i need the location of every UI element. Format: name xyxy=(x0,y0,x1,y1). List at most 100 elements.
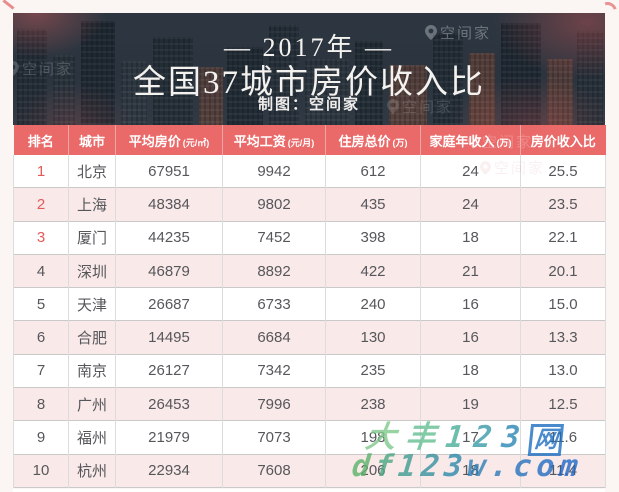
rank-cell: 1 xyxy=(13,155,69,188)
location-pin-icon xyxy=(13,61,19,76)
column-header: 家庭年收入 (万) xyxy=(420,125,521,155)
value-cell: 24 xyxy=(420,187,521,222)
value-cell: 7452 xyxy=(222,220,326,255)
value-cell: 16 xyxy=(420,320,521,355)
location-pin-icon xyxy=(387,99,399,114)
value-cell: 20.1 xyxy=(520,253,606,288)
brand-watermark: 空间家 xyxy=(425,22,491,43)
value-cell: 14495 xyxy=(115,320,223,355)
value-cell: 17 xyxy=(420,420,521,455)
city-cell: 厦门 xyxy=(68,220,116,255)
value-cell: 26453 xyxy=(115,387,223,421)
value-cell: 398 xyxy=(325,220,421,255)
rank-cell: 3 xyxy=(13,220,69,255)
location-pin-icon xyxy=(425,25,437,40)
value-cell: 240 xyxy=(325,287,421,321)
city-cell: 福州 xyxy=(68,420,116,455)
value-cell: 23.5 xyxy=(520,187,606,222)
value-cell: 12.5 xyxy=(520,387,606,421)
brand-watermark-text: 空间家 xyxy=(22,61,74,78)
value-cell: 22934 xyxy=(115,453,223,488)
value-cell: 7073 xyxy=(222,420,326,455)
value-cell: 18 xyxy=(420,453,521,488)
city-cell: 南京 xyxy=(68,353,116,388)
site-watermark-line2: df123w.com xyxy=(350,449,585,484)
value-cell: 206 xyxy=(325,453,421,488)
main-title: 全国37城市房价收入比 xyxy=(133,65,485,101)
table-row: 2 上海 48384 9802 435 24 23.5 xyxy=(13,187,606,222)
corner-mark-left xyxy=(2,0,15,10)
value-cell: 6733 xyxy=(222,287,326,321)
value-cell: 238 xyxy=(325,387,421,421)
brand-watermark-text: 空间家 xyxy=(402,99,454,116)
column-header: 平均工资 (元/月) xyxy=(222,125,326,155)
rank-cell: 7 xyxy=(13,353,69,388)
value-cell: 9942 xyxy=(222,155,326,188)
brand-watermark-text: 空间家 xyxy=(440,25,492,42)
brand-watermark-text: 空间家 xyxy=(494,160,546,177)
rank-cell: 8 xyxy=(13,387,69,421)
city-cell: 广州 xyxy=(68,387,116,421)
city-cell: 合肥 xyxy=(68,320,116,355)
value-cell: 6684 xyxy=(222,320,326,355)
value-cell: 13.3 xyxy=(520,320,606,355)
value-cell: 7996 xyxy=(222,387,326,421)
city-cell: 天津 xyxy=(68,287,116,321)
ranking-table: 排名 城市 平均房价 (元/㎡) 平均工资 (元/月) 住房总价 (万) 家庭年收入 (万) 房价收… xyxy=(13,125,606,488)
value-cell: 48384 xyxy=(115,187,223,222)
rank-cell: 2 xyxy=(13,187,69,222)
value-cell: 612 xyxy=(325,155,421,188)
city-cell: 上海 xyxy=(68,187,116,222)
table-row: 9 福州 21979 7073 198 17 11.6 xyxy=(13,420,606,455)
value-cell: 67951 xyxy=(115,155,223,188)
brand-watermark: 空间家 xyxy=(13,58,73,79)
value-cell: 21 xyxy=(420,253,521,288)
value-cell: 16 xyxy=(420,287,521,321)
value-cell: 7342 xyxy=(222,353,326,388)
column-header: 排名 xyxy=(13,125,69,155)
location-pin-icon xyxy=(468,134,479,149)
brand-watermark: 空间家 xyxy=(468,131,533,152)
value-cell: 46879 xyxy=(115,253,223,288)
table-row: 3 厦门 44235 7452 398 18 22.1 xyxy=(13,220,606,255)
value-cell: 11.4 xyxy=(520,453,606,488)
value-cell: 422 xyxy=(325,253,421,288)
column-header: 平均房价 (元/㎡) xyxy=(115,125,223,155)
value-cell: 24 xyxy=(420,155,521,188)
year-title: — 2017年 — xyxy=(223,33,394,62)
table-row: 7 南京 26127 7342 235 18 13.0 xyxy=(13,353,606,388)
value-cell: 198 xyxy=(325,420,421,455)
value-cell: 25.5 xyxy=(520,155,606,188)
table-row: 5 天津 26687 6733 240 16 15.0 xyxy=(13,287,606,321)
column-header: 住房总价 (万) xyxy=(325,125,421,155)
column-header: 房价收入比 xyxy=(520,125,606,155)
value-cell: 26687 xyxy=(115,287,223,321)
table-row: 8 广州 26453 7996 238 19 12.5 xyxy=(13,387,606,421)
rank-cell: 4 xyxy=(13,253,69,288)
table-body: 1 北京 67951 9942 612 24 25.5 2 上海 48384 9802 435 24 23… xyxy=(13,155,606,488)
table-row: 4 深圳 46879 8892 422 21 20.1 xyxy=(13,253,606,288)
value-cell: 11.6 xyxy=(520,420,606,455)
value-cell: 8892 xyxy=(222,253,326,288)
header-photo: 空间家 空间家 空间家 — 2017年 — 全国37城市房价收入比 制图：空间家 xyxy=(13,13,605,125)
location-pin-icon xyxy=(480,160,491,175)
rank-cell: 10 xyxy=(13,453,69,488)
value-cell: 130 xyxy=(325,320,421,355)
value-cell: 26127 xyxy=(115,353,223,388)
value-cell: 15.0 xyxy=(520,287,606,321)
city-cell: 深圳 xyxy=(68,253,116,288)
value-cell: 13.0 xyxy=(520,353,606,388)
value-cell: 235 xyxy=(325,353,421,388)
table-header-row: 排名 城市 平均房价 (元/㎡) 平均工资 (元/月) 住房总价 (万) 家庭年收入 (万) 房价收… xyxy=(13,125,606,155)
next-row-sliver xyxy=(13,489,605,492)
rank-cell: 5 xyxy=(13,287,69,321)
value-cell: 9802 xyxy=(222,187,326,222)
value-cell: 44235 xyxy=(115,220,223,255)
value-cell: 22.1 xyxy=(520,220,606,255)
table-row: 10 杭州 22934 7608 206 18 11.4 xyxy=(13,453,606,488)
brand-watermark: 空间家 xyxy=(480,157,545,178)
table-row: 1 北京 67951 9942 612 24 25.5 xyxy=(13,155,606,188)
value-cell: 18 xyxy=(420,220,521,255)
value-cell: 21979 xyxy=(115,420,223,455)
credit-line: 制图：空间家 xyxy=(257,96,360,113)
